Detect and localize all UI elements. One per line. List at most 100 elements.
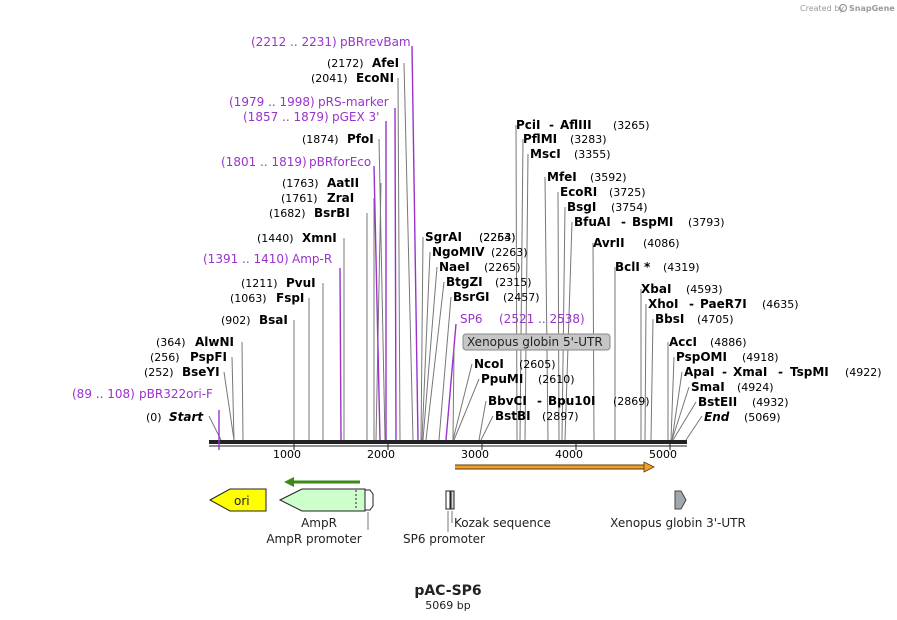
- site-bbsi-label: BbsI: [655, 312, 684, 326]
- xenopus-5utr-leader: [452, 349, 455, 441]
- site-ncoi-label: NcoI: [474, 357, 504, 371]
- svg-text:-: -: [549, 118, 554, 132]
- svg-text:-: -: [722, 365, 727, 379]
- ampr-label: AmpR: [301, 516, 337, 530]
- site-position: (0): [146, 411, 162, 424]
- site-position: (2172): [327, 57, 364, 70]
- site-btgzi-label: BtgZI: [446, 275, 483, 289]
- primer-pbrforeco-label: pBRforEco: [309, 155, 371, 169]
- axis-tick-label: 5000: [649, 448, 677, 461]
- ampr-promoter-label: AmpR promoter: [266, 532, 361, 546]
- kozak-feature: [450, 490, 455, 510]
- plasmid-name: pAC-SP6: [414, 583, 481, 599]
- primer-prs-marker-label: pRS-marker: [318, 95, 389, 109]
- site-position: (4593): [686, 283, 723, 296]
- site-position: (252): [144, 366, 174, 379]
- site-bpu10i-label: Bpu10I: [548, 394, 595, 408]
- svg-text:-: -: [689, 297, 694, 311]
- site-position: (4932): [752, 396, 789, 409]
- primer-sp6-label: SP6: [460, 312, 483, 326]
- axis-tick-label: 1000: [273, 448, 301, 461]
- site-pspomi-label: PspOMI: [676, 350, 727, 364]
- site-bbvci-label: BbvCI: [488, 394, 527, 408]
- primer-pbr322ori-f-label: pBR322ori-F: [139, 387, 213, 401]
- site-zrai-label: ZraI: [327, 191, 354, 205]
- svg-text:-: -: [778, 365, 783, 379]
- site-ngomiv-label: NgoMIV: [432, 245, 485, 259]
- site-position: (3355): [574, 148, 611, 161]
- site-bseyi-label: BseYI: [182, 365, 220, 379]
- site-position: (364): [156, 336, 186, 349]
- primer-pbrrevbam-label: pBRrevBam: [340, 35, 411, 49]
- site-position: (3725): [609, 186, 646, 199]
- xenopus-5utr-label: Xenopus globin 5'-UTR: [467, 335, 603, 349]
- site-position: (4922): [845, 366, 882, 379]
- site-position: (1763): [282, 177, 319, 190]
- site-position: (1063): [230, 292, 267, 305]
- sp6-promoter-feature: [445, 490, 451, 510]
- site-position: (2263): [479, 231, 516, 244]
- site-bstbi-label: BstBI: [495, 409, 531, 423]
- site-tspmi-label: TspMI: [790, 365, 829, 379]
- site-position: (2869): [613, 395, 650, 408]
- sp6-promoter-label: SP6 promoter: [403, 532, 485, 546]
- site-position: (1761): [281, 192, 318, 205]
- primer-range: (89 .. 108): [72, 387, 135, 401]
- site-msci-label: MscI: [530, 147, 561, 161]
- primer-pgex3-label: pGEX 3': [332, 110, 379, 124]
- primer-range: (2212 .. 2231): [251, 35, 337, 49]
- ampr-promoter-feature: [364, 489, 374, 511]
- site-acci-label: AccI: [669, 335, 697, 349]
- site-position: (4918): [742, 351, 779, 364]
- site-position: (2315): [495, 276, 532, 289]
- site-avrii-label: AvrII: [593, 236, 625, 250]
- site-bfuai-label: BfuAI: [574, 215, 611, 229]
- site-xmni-label: XmnI: [302, 231, 337, 245]
- site-position: (4886): [710, 336, 747, 349]
- site-position: (1874): [302, 133, 339, 146]
- xenopus-5utr-badge: [462, 333, 611, 351]
- site-smai-label: SmaI: [691, 380, 725, 394]
- site-bspmi-label: BspMI: [632, 215, 673, 229]
- ori-feature: [208, 488, 267, 512]
- site-pspfi-label: PspFI: [190, 350, 227, 364]
- primer-range: (1391 .. 1410): [203, 252, 289, 266]
- xenopus-3utr-label: Xenopus globin 3'-UTR: [610, 516, 746, 530]
- site-position: (2254): [479, 231, 516, 244]
- site-position: (4319): [663, 261, 700, 274]
- ampr-direction-arrowhead: [284, 477, 294, 487]
- primer-range: (1801 .. 1819): [221, 155, 307, 169]
- site-position: (2605): [519, 358, 556, 371]
- axis-tick-label: 2000: [367, 448, 395, 461]
- site-position: (3592): [590, 171, 627, 184]
- snapgene-logo-icon: [838, 3, 848, 13]
- site-pflmi-label: PflMI: [523, 132, 557, 146]
- site-afliii-label: AflIII: [560, 118, 592, 132]
- site-pvui-label: PvuI: [286, 276, 316, 290]
- primer-amp-r-label: Amp-R: [292, 252, 332, 266]
- site-fspi-label: FspI: [276, 291, 304, 305]
- site-position: (902): [221, 314, 251, 327]
- site-position: (2897): [542, 410, 579, 423]
- xenopus-3utr-feature: [674, 490, 687, 510]
- snapgene-brand: SnapGene: [849, 4, 895, 13]
- site-position: (2265): [484, 261, 521, 274]
- sequence-backbone: [209, 440, 687, 444]
- svg-text:-: -: [621, 215, 626, 229]
- primer-range: (2521 .. 2538): [499, 312, 585, 326]
- site-bsrgi-label: BsrGI: [453, 290, 490, 304]
- site-position: (2457): [503, 291, 540, 304]
- site-xmai-label: XmaI: [733, 365, 767, 379]
- site-position: (4086): [643, 237, 680, 250]
- site-bcli-label: BclI *: [615, 260, 651, 274]
- site-bsrbi-label: BsrBI: [314, 206, 350, 220]
- site-afei-label: AfeI: [372, 56, 399, 70]
- site-naei-label: NaeI: [439, 260, 470, 274]
- site-bsai-label: BsaI: [259, 313, 288, 327]
- site-pfoi-label: PfoI: [347, 132, 374, 146]
- axis-tick-label: 3000: [461, 448, 489, 461]
- site-position: (4705): [697, 313, 734, 326]
- site-ppumi-label: PpuMI: [481, 372, 523, 386]
- site-paer7i-label: PaeR7I: [700, 297, 747, 311]
